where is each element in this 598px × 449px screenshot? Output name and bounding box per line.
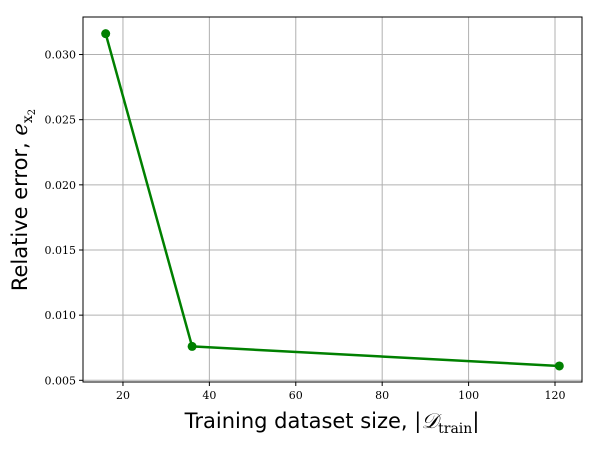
- y-axis-label: Relative error, ex2: [8, 109, 38, 291]
- series-line: [104, 33, 560, 368]
- plot-frame: [82, 16, 583, 383]
- series-layer: [101, 29, 564, 371]
- y-tick-label: 0.010: [45, 309, 77, 322]
- x-tick-label: 100: [458, 389, 479, 402]
- grid-lines: [83, 17, 582, 382]
- x-tick-label: 60: [289, 389, 303, 402]
- x-tick-label: 20: [116, 389, 130, 402]
- data-point: [101, 29, 111, 39]
- y-tick-label: 0.020: [45, 179, 77, 192]
- ticks: 20 40 60 80 100 120 0.005 0.010 0.015 0.020 0.025 0…: [45, 49, 566, 402]
- y-tick-label: 0.025: [45, 114, 77, 127]
- data-point: [187, 341, 197, 351]
- x-tick-label: 40: [202, 389, 216, 402]
- x-axis-label: Training dataset size, |𝒟train|: [184, 409, 480, 437]
- x-tick-label: 80: [375, 389, 389, 402]
- y-tick-label: 0.015: [45, 244, 77, 257]
- y-tick-label: 0.030: [45, 49, 77, 62]
- data-point: [554, 361, 564, 371]
- x-tick-label: 120: [544, 389, 565, 402]
- y-tick-label: 0.005: [45, 374, 77, 387]
